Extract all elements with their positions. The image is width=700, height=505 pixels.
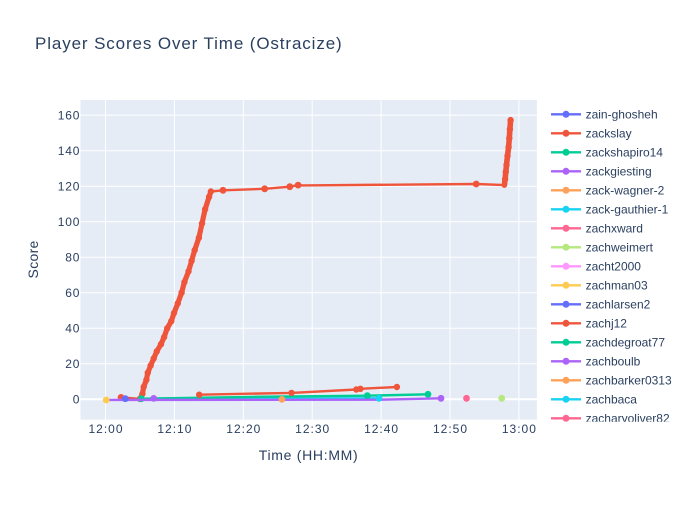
- svg-text:20: 20: [65, 357, 80, 371]
- svg-text:0: 0: [73, 393, 80, 407]
- svg-text:60: 60: [65, 286, 80, 300]
- svg-text:zachlarsen2: zachlarsen2: [586, 297, 651, 311]
- svg-text:160: 160: [58, 108, 80, 122]
- svg-text:12:10: 12:10: [157, 422, 192, 436]
- svg-text:100: 100: [58, 215, 80, 229]
- svg-text:40: 40: [65, 322, 80, 336]
- svg-text:13:00: 13:00: [502, 422, 537, 436]
- svg-text:zackslay: zackslay: [586, 126, 632, 140]
- svg-text:zacharyoliver82: zacharyoliver82: [586, 411, 670, 425]
- svg-text:zachboulb: zachboulb: [586, 354, 641, 368]
- svg-text:zachweimert: zachweimert: [586, 240, 654, 254]
- svg-text:zacht2000: zacht2000: [586, 259, 642, 273]
- svg-text:80: 80: [65, 250, 80, 264]
- svg-text:120: 120: [58, 179, 80, 193]
- svg-text:12:00: 12:00: [88, 422, 123, 436]
- svg-text:12:40: 12:40: [364, 422, 399, 436]
- svg-text:zain-ghosheh: zain-ghosheh: [586, 107, 658, 121]
- svg-text:zackshapiro14: zackshapiro14: [586, 145, 664, 159]
- svg-text:zachman03: zachman03: [586, 278, 648, 292]
- svg-text:zack-wagner-2: zack-wagner-2: [586, 183, 665, 197]
- svg-text:zachbaca: zachbaca: [586, 392, 638, 406]
- svg-text:zachj12: zachj12: [586, 316, 628, 330]
- svg-text:Score: Score: [25, 240, 41, 278]
- svg-text:zack-gauthier-1: zack-gauthier-1: [586, 202, 669, 216]
- svg-text:zachbarker0313: zachbarker0313: [586, 373, 672, 387]
- svg-text:zachxward: zachxward: [586, 221, 643, 235]
- svg-text:Time (HH:MM): Time (HH:MM): [259, 447, 359, 463]
- svg-text:140: 140: [58, 144, 80, 158]
- svg-text:Player Scores Over Time (Ostra: Player Scores Over Time (Ostracize): [35, 34, 343, 53]
- svg-text:zachdegroat77: zachdegroat77: [586, 335, 666, 349]
- svg-text:12:30: 12:30: [295, 422, 330, 436]
- svg-text:12:20: 12:20: [226, 422, 261, 436]
- svg-text:zackgiesting: zackgiesting: [586, 164, 652, 178]
- svg-text:12:50: 12:50: [433, 422, 468, 436]
